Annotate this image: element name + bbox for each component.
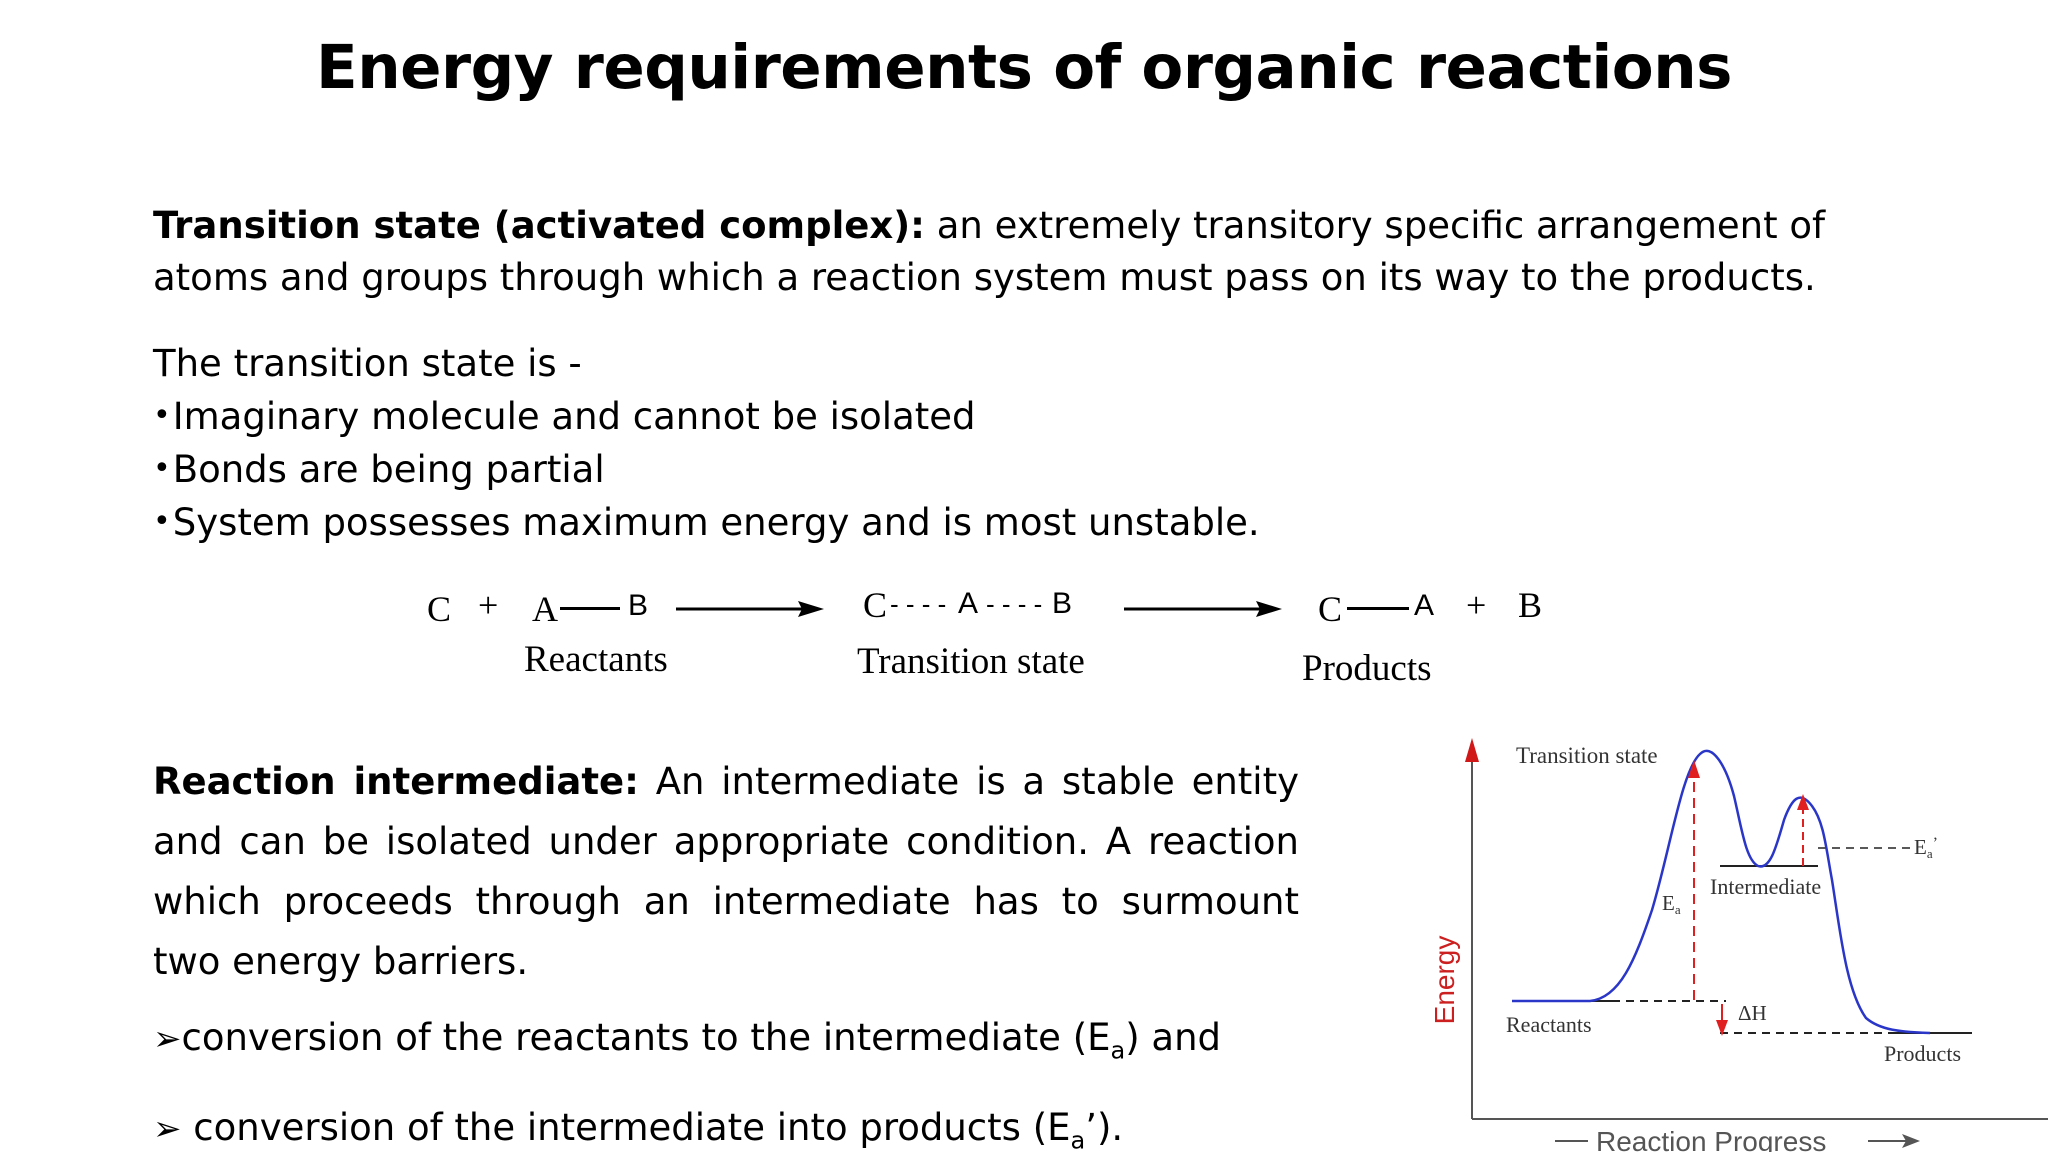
property-text: System possesses maximum energy and is m… <box>172 501 1260 544</box>
bond-line <box>1347 607 1409 610</box>
label-products: Products <box>1884 1041 1961 1066</box>
subscript: a <box>1110 1036 1126 1065</box>
property-bullet: •Imaginary molecule and cannot be isolat… <box>153 390 1553 443</box>
ts-c: C <box>863 585 888 625</box>
intermediate-term: Reaction intermediate: <box>153 760 639 803</box>
x-axis-label: Reaction Progress <box>1596 1126 1826 1152</box>
ts-a: A <box>958 587 979 620</box>
product-a: A <box>1414 589 1435 622</box>
plus-sign: + <box>478 585 499 625</box>
energy-profile-diagram: Energy Reaction Progress Transition stat… <box>1429 738 2048 1152</box>
y-axis-arrow-icon <box>1465 738 1479 762</box>
bullet-dot: • <box>153 504 171 539</box>
intermediate-definition: Reaction intermediate: An intermediate i… <box>153 752 1299 992</box>
label-intermediate: Intermediate <box>1710 874 1821 899</box>
transition-state-definition-text: an extremely transitory specific arrange… <box>153 204 1826 299</box>
barrier-text: conversion of the reactants to the inter… <box>181 1016 1111 1059</box>
label-transition-state: Transition state <box>1516 743 1658 768</box>
bond-line <box>560 607 620 610</box>
ea-prime-arrow-icon <box>1797 794 1809 810</box>
ea-arrow-icon <box>1688 760 1700 778</box>
property-text: Bonds are being partial <box>172 448 605 491</box>
reactant-c: C <box>427 589 452 629</box>
delta-h-arrow-icon <box>1716 1020 1728 1036</box>
bullet-dot: • <box>153 451 171 486</box>
property-text: Imaginary molecule and cannot be isolate… <box>172 395 976 438</box>
barrier-text: ) and <box>1125 1016 1222 1059</box>
reaction-arrow-2 <box>1124 601 1282 617</box>
transition-state-term: Transition state (activated complex): <box>153 204 925 247</box>
arrowhead-icon: ➢ <box>153 1109 182 1149</box>
product-c: C <box>1318 589 1343 629</box>
transition-state-definition: Transition state (activated complex): an… <box>153 200 1913 304</box>
barrier-item-2: ➢ conversion of the intermediate into pr… <box>153 1102 1123 1166</box>
label-ea: Ea <box>1662 891 1681 917</box>
energy-curve <box>1512 749 1931 1035</box>
label-products: Products <box>1302 648 1432 689</box>
label-ea-prime: Ea’ <box>1914 835 1938 861</box>
plus-sign: + <box>1466 585 1487 625</box>
reaction-arrow-1 <box>676 601 824 617</box>
barrier-item-1: ➢conversion of the reactants to the inte… <box>153 1012 1221 1076</box>
barrier-text: ’). <box>1085 1106 1124 1149</box>
x-label-arrow-icon <box>1902 1134 1920 1148</box>
label-reactants: Reactants <box>1506 1012 1592 1037</box>
property-bullet: •Bonds are being partial <box>153 443 1553 496</box>
label-transition-state: Transition state <box>857 641 1085 682</box>
product-b: B <box>1518 585 1543 625</box>
property-bullet: •System possesses maximum energy and is … <box>153 496 1553 549</box>
subscript: a <box>1070 1126 1086 1155</box>
ts-dashes: - - - - <box>986 589 1043 619</box>
arrowhead-icon: ➢ <box>153 1019 182 1059</box>
barrier-text: conversion of the intermediate into prod… <box>181 1106 1071 1149</box>
label-reactants: Reactants <box>524 639 668 680</box>
bullet-dot: • <box>153 398 171 433</box>
reactant-b: B <box>628 589 649 622</box>
label-delta-h: ΔH <box>1738 1001 1767 1025</box>
slide-title: Energy requirements of organic reactions <box>316 32 1732 103</box>
ts-b: B <box>1052 587 1073 620</box>
intermediate-definition-text: An intermediate is a stable entity and c… <box>153 760 1299 983</box>
transition-state-properties: The transition state is - •Imaginary mol… <box>153 338 1553 549</box>
reactant-a: A <box>532 589 558 629</box>
properties-intro: The transition state is - <box>153 342 582 385</box>
ts-dashes: - - - - <box>890 589 947 619</box>
y-axis-label: Energy <box>1429 936 1460 1025</box>
